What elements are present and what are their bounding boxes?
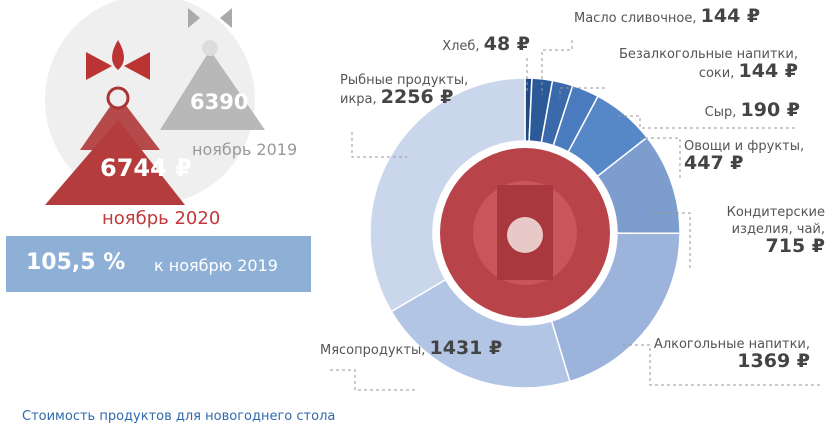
segment-name: Безалкогольные напитки, соки, — [619, 47, 798, 81]
segment-label: Масло сливочное, 144 ₽ — [574, 5, 804, 27]
segment-label: Кондитерские изделия, чай, 715 ₽ — [700, 204, 825, 257]
segment-label: Сыр, 190 ₽ — [620, 99, 801, 121]
gray-tree — [160, 8, 265, 130]
segment-name: Хлеб, — [442, 39, 480, 54]
segment-label: Хлеб, 48 ₽ — [390, 33, 530, 55]
caption: Стоимость продуктов для новогоднего стол… — [22, 409, 336, 424]
segment-label: Мясопродукты, 1431 ₽ — [320, 337, 520, 359]
red-tree — [45, 40, 185, 205]
plate — [433, 141, 617, 325]
total: 6744 ₽ — [100, 154, 192, 182]
segment-name: Алкогольные напитки, — [653, 337, 810, 352]
prev-total: 6390 ₽ — [190, 90, 271, 114]
segment-value: 190 ₽ — [740, 99, 801, 121]
segment-name: Рыбные продукты, икра, — [340, 73, 469, 107]
segment-name: Кондитерские изделия, чай, — [726, 205, 825, 237]
segment-label: Алкогольные напитки, 1369 ₽ — [640, 336, 810, 372]
change-box: 105,5 % к ноябрю 2019 — [6, 236, 311, 292]
segment-value: 1369 ₽ — [737, 350, 810, 372]
segment-name: Масло сливочное, — [574, 11, 697, 26]
leader-lines — [330, 40, 820, 391]
segment-value: 1431 ₽ — [429, 337, 503, 359]
segment-value: 715 ₽ — [765, 235, 826, 257]
segment-label: Безалкогольные напитки, соки, 144 ₽ — [608, 46, 798, 82]
segment-value: 447 ₽ — [684, 152, 744, 174]
prev-period: ноябрь 2019 — [192, 140, 298, 159]
segment-name: Мясопродукты, — [320, 343, 426, 358]
change-label: к ноябрю 2019 — [154, 256, 278, 275]
change: 105,5 % — [26, 250, 126, 275]
segment-value: 144 ₽ — [738, 60, 799, 82]
segment-value: 2256 ₽ — [380, 86, 454, 108]
segment-value: 48 ₽ — [483, 33, 530, 55]
segment-label: Рыбные продукты, икра, 2256 ₽ — [340, 72, 470, 108]
segment-label: Овощи и фрукты, 447 ₽ — [684, 138, 832, 174]
segment-name: Овощи и фрукты, — [684, 139, 805, 154]
period: ноябрь 2020 — [102, 208, 221, 229]
segment-name: Сыр, — [704, 105, 737, 120]
segment-value: 144 ₽ — [700, 5, 761, 27]
